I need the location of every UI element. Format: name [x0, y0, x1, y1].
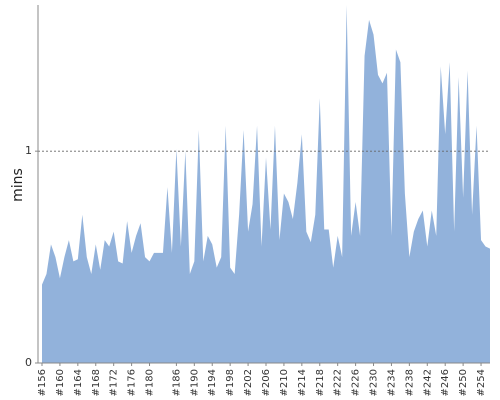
x-tick-label: #226	[351, 369, 362, 396]
y-axis-title: mins	[10, 168, 26, 202]
x-tick-label: #214	[297, 369, 308, 396]
y-tick-label: 0	[25, 356, 32, 369]
x-tick-label: #202	[243, 369, 254, 396]
x-tick-label: #160	[55, 369, 66, 396]
x-tick-label: #250	[458, 369, 469, 396]
x-tick-label: #222	[333, 369, 344, 396]
x-tick-label: #242	[422, 369, 433, 396]
x-tick-label: #190	[189, 369, 200, 396]
x-tick-label: #198	[225, 369, 236, 396]
x-tick-label: #234	[386, 369, 397, 396]
x-tick-label: #206	[261, 369, 272, 396]
x-tick-label: #186	[171, 369, 182, 396]
x-tick-label: #230	[369, 369, 380, 396]
x-tick-label: #172	[109, 369, 120, 396]
x-tick-label: #254	[476, 369, 487, 396]
x-tick-label: #180	[145, 369, 156, 396]
x-tick-label: #176	[127, 369, 138, 396]
y-tick-label: 1	[25, 144, 32, 157]
x-tick-label: #246	[440, 369, 451, 396]
x-tick-label: #156	[37, 369, 48, 396]
x-tick-label: #238	[404, 369, 415, 396]
x-tick-label: #218	[315, 369, 326, 396]
x-tick-label: #210	[279, 369, 290, 396]
x-tick-label: #168	[91, 369, 102, 396]
x-tick-label: #164	[73, 369, 84, 396]
area	[42, 5, 490, 363]
x-tick-label: #194	[207, 369, 218, 396]
